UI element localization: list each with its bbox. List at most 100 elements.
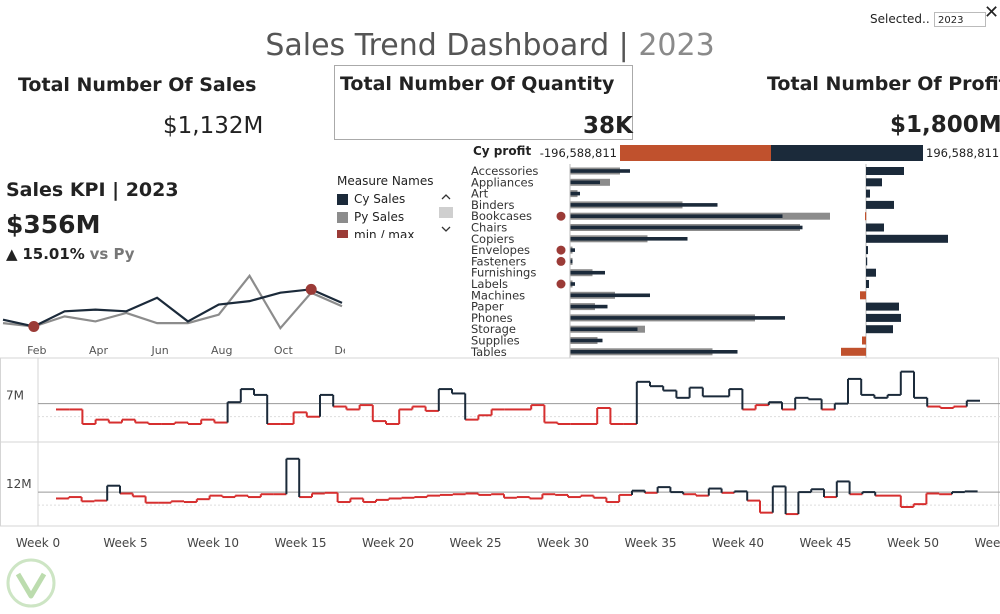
category-label: Binders xyxy=(471,198,514,212)
cy-sales-bar xyxy=(570,237,688,241)
month-tick-label: Aug xyxy=(211,344,232,357)
week-tick-label: Week 20 xyxy=(362,536,414,550)
cy-sales-bar xyxy=(570,248,575,252)
profit-bar xyxy=(866,302,899,311)
month-tick-label: Feb xyxy=(27,344,46,357)
legend-item-py-sales[interactable]: Py Sales xyxy=(337,208,457,226)
legend-scrollbar[interactable] xyxy=(438,190,454,238)
up-arrow-icon: ▲ xyxy=(6,245,18,263)
profit-bar xyxy=(866,167,904,175)
cy-sales-bar xyxy=(570,282,575,286)
py-sales-line xyxy=(2,273,343,331)
cy-sales-bar xyxy=(570,214,783,218)
category-label: Envelopes xyxy=(471,243,530,257)
week-tick-label: Week 35 xyxy=(625,536,677,550)
week-tick-label: Week 25 xyxy=(450,536,502,550)
dashboard-title: Sales Trend Dashboard | 2023 xyxy=(0,28,980,63)
kpi-quantity-card xyxy=(334,65,633,140)
monthly-sales-chart: Feb Apr Jun Aug Oct Dec xyxy=(2,273,345,357)
year-filter-label: Selected.. xyxy=(870,12,930,26)
year-filter-select[interactable]: 2023 xyxy=(934,12,986,27)
scroll-up-icon[interactable] xyxy=(441,194,451,200)
scroll-down-icon[interactable] xyxy=(441,226,451,232)
profit-bar xyxy=(860,291,866,300)
category-label: Accessories xyxy=(471,164,538,178)
legend-item-cy-sales[interactable]: Cy Sales xyxy=(337,190,457,208)
sales-kpi-vs: vs Py xyxy=(89,245,135,263)
profit-bar xyxy=(862,336,866,345)
legend-title: Measure Names xyxy=(337,174,434,188)
min-max-marker xyxy=(556,211,566,221)
cy-sales-bar xyxy=(570,180,600,185)
measure-legend: Measure Names Cy Sales Py Sales min / ma… xyxy=(337,174,457,238)
category-label: Labels xyxy=(471,277,508,291)
min-max-marker xyxy=(556,256,566,266)
profit-axis-neg-band xyxy=(620,145,771,161)
profit-bar xyxy=(866,280,869,288)
profit-bar xyxy=(866,189,870,198)
profit-bar xyxy=(866,268,876,277)
category-label: Phones xyxy=(471,311,513,325)
close-icon[interactable]: ✕ xyxy=(984,2,1000,23)
month-tick-label: Jun xyxy=(150,344,168,357)
profit-bar xyxy=(866,246,868,255)
week-tick-label: Week 10 xyxy=(187,536,239,550)
kpi-profit-label: Total Number Of Profit xyxy=(767,73,1000,95)
kpi-sales-value: $1,132M xyxy=(163,113,264,139)
title-separator: | xyxy=(609,28,639,63)
week-tick-label: Week 55 xyxy=(975,536,1000,550)
scroll-thumb[interactable] xyxy=(439,207,453,218)
category-label: Appliances xyxy=(471,175,534,189)
profit-bar xyxy=(866,200,894,209)
watermark-logo-icon xyxy=(6,558,56,608)
category-label: Chairs xyxy=(471,221,507,235)
cy-sales-line xyxy=(2,288,343,328)
month-tick-label: Apr xyxy=(89,344,109,357)
sales-kpi-title: Sales KPI | 2023 xyxy=(6,179,179,201)
week-tick-label: Week 50 xyxy=(887,536,939,550)
category-label: Machines xyxy=(471,288,525,302)
week-tick-label: Week 40 xyxy=(712,536,764,550)
cy-sales-bar xyxy=(570,293,650,298)
cy-sales-bar xyxy=(570,169,630,173)
profit-bar xyxy=(866,313,901,322)
profit-bar xyxy=(866,325,893,334)
category-label: Tables xyxy=(470,345,507,359)
title-year: 2023 xyxy=(638,28,715,63)
min-max-marker xyxy=(556,245,566,255)
category-label: Bookcases xyxy=(471,209,532,223)
sub-category-chart: AccessoriesAppliancesArtBindersBookcases… xyxy=(470,144,999,359)
week-tick-label: Week 30 xyxy=(537,536,589,550)
cy-sales-bar xyxy=(570,270,605,275)
legend-label: min / max xyxy=(354,228,415,238)
legend-item-min-max[interactable]: min / max xyxy=(337,226,457,238)
profit-axis-max-label: 196,588,811 xyxy=(926,146,999,160)
reference-label: 12M xyxy=(6,477,32,491)
profit-axis-title: Cy profit xyxy=(473,144,531,158)
cy-sales-bar xyxy=(570,304,608,309)
month-tick-label: Dec xyxy=(334,344,345,357)
kpi-profit-value: $1,800M xyxy=(890,112,1000,138)
profit-bar xyxy=(841,347,866,356)
min-max-marker xyxy=(305,283,317,295)
profit-axis-pos-band xyxy=(771,145,923,161)
week-tick-label: Week 5 xyxy=(103,536,147,550)
legend-swatch-minmax xyxy=(337,230,348,238)
week-tick-label: Week 45 xyxy=(800,536,852,550)
week-tick-label: Week 15 xyxy=(275,536,327,550)
category-label: Copiers xyxy=(471,232,514,246)
cy-sales-bar xyxy=(570,327,638,331)
sales-kpi-value: $356M xyxy=(6,210,101,239)
cy-sales-bar xyxy=(570,203,718,207)
cy-sales-bar xyxy=(570,259,573,264)
profit-bar xyxy=(865,212,867,221)
legend-swatch-py xyxy=(337,212,348,223)
category-label: Storage xyxy=(471,322,516,336)
weekly-trend-chart: 7M 12M Week 0 Week 5 Week 10 Week 15 Week 20 We… xyxy=(0,357,1000,550)
reference-label: 7M xyxy=(6,389,24,403)
category-label: Art xyxy=(471,187,489,201)
category-label: Supplies xyxy=(471,334,520,348)
week-tick-label: Week 0 xyxy=(16,536,60,550)
legend-swatch-cy xyxy=(337,194,348,205)
profit-bar xyxy=(866,223,884,232)
